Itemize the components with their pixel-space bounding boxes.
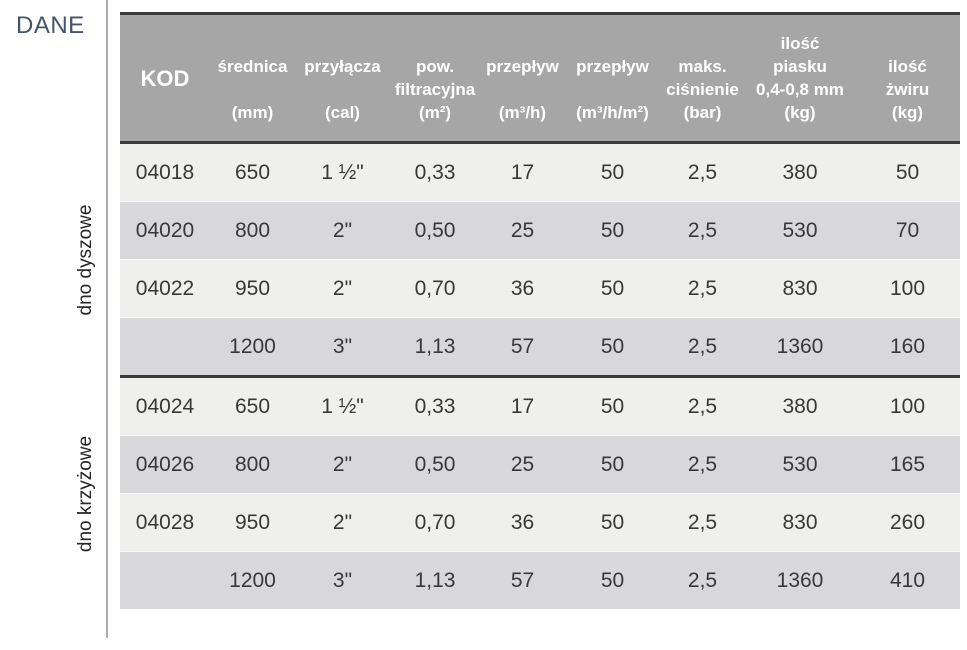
- cell-kod: 04028: [135, 510, 195, 534]
- cell-przylacza: 3": [332, 568, 353, 592]
- cell-ilosc-zwiru: 160: [889, 334, 926, 358]
- cell-srednica: 800: [234, 452, 271, 476]
- cell-przeplyw-m3hm2: 50: [600, 510, 625, 534]
- cell-maks-cisnienie: 2,5: [687, 276, 718, 300]
- col-header-ilosc-zwiru: ilość żwiru (kg): [885, 57, 930, 122]
- cell-pow-filtracyjna: 0,33: [414, 160, 456, 184]
- table-row: 04026 800 2" 0,50 25 50 2,5 530 165: [120, 435, 960, 493]
- cell-kod: 04018: [135, 160, 195, 184]
- cell-srednica: 650: [234, 394, 271, 418]
- cell-maks-cisnienie: 2,5: [687, 218, 718, 242]
- cell-ilosc-zwiru: 100: [889, 276, 926, 300]
- cell-przeplyw-m3h: 17: [510, 394, 535, 418]
- cell-ilosc-piasku: 530: [782, 452, 818, 476]
- cell-przeplyw-m3h: 17: [510, 160, 535, 184]
- cell-ilosc-piasku: 530: [782, 218, 818, 242]
- page-title: DANE: [16, 12, 85, 39]
- cell-przeplyw-m3hm2: 50: [600, 276, 625, 300]
- table-row: 1200 3" 1,13 57 50 2,5 1360 160: [120, 317, 960, 375]
- cell-przeplyw-m3h: 57: [510, 568, 535, 592]
- cell-pow-filtracyjna: 0,70: [414, 276, 456, 300]
- cell-maks-cisnienie: 2,5: [687, 334, 718, 358]
- cell-ilosc-zwiru: 50: [895, 160, 920, 184]
- cell-pow-filtracyjna: 1,13: [414, 334, 456, 358]
- cell-maks-cisnienie: 2,5: [687, 510, 718, 534]
- group-label-dno-krzyzowe: dno krzyżowe: [75, 435, 96, 553]
- group-label-dno-dyszowe: dno dyszowe: [75, 204, 96, 316]
- cell-pow-filtracyjna: 0,33: [414, 394, 456, 418]
- cell-ilosc-zwiru: 260: [889, 510, 926, 534]
- cell-srednica: 1200: [229, 568, 276, 592]
- cell-srednica: 950: [234, 510, 271, 534]
- cell-przylacza: 2": [332, 218, 353, 242]
- group-dno-dyszowe: 04018 650 1 ½" 0,33 17 50 2,5 380 50 040…: [120, 144, 960, 375]
- table-row: 04018 650 1 ½" 0,33 17 50 2,5 380 50: [120, 144, 960, 201]
- cell-przeplyw-m3hm2: 50: [600, 160, 625, 184]
- col-header-przeplyw-m3h: przepływ (m³/h): [486, 57, 559, 122]
- cell-srednica: 650: [234, 160, 271, 184]
- cell-maks-cisnienie: 2,5: [687, 394, 718, 418]
- cell-przylacza: 1 ½": [321, 394, 364, 418]
- cell-ilosc-piasku: 1360: [776, 334, 824, 358]
- cell-ilosc-piasku: 1360: [776, 568, 824, 592]
- cell-ilosc-piasku: 380: [782, 160, 818, 184]
- col-header-przylacza: przyłącza (cal): [304, 57, 381, 122]
- cell-przeplyw-m3h: 57: [510, 334, 535, 358]
- table-header: KOD średnica (mm) przyłącza (cal) pow. filt…: [120, 12, 960, 144]
- cell-przylacza: 2": [332, 452, 353, 476]
- col-header-maks-cisnienie: maks. ciśnienie (bar): [666, 57, 739, 122]
- cell-ilosc-piasku: 830: [782, 276, 818, 300]
- vertical-divider: [106, 0, 108, 638]
- cell-kod: 04022: [135, 276, 195, 300]
- table-row: 04024 650 1 ½" 0,33 17 50 2,5 380 100: [120, 378, 960, 435]
- table-row: 04022 950 2" 0,70 36 50 2,5 830 100: [120, 259, 960, 317]
- col-header-kod: KOD: [140, 65, 190, 91]
- cell-przeplyw-m3h: 25: [510, 218, 535, 242]
- cell-przylacza: 2": [332, 276, 353, 300]
- col-header-przeplyw-m3hm2: przepływ (m³/h/m²): [576, 57, 649, 122]
- cell-maks-cisnienie: 2,5: [687, 452, 718, 476]
- cell-pow-filtracyjna: 0,50: [414, 452, 456, 476]
- cell-srednica: 800: [234, 218, 271, 242]
- cell-przeplyw-m3hm2: 50: [600, 568, 625, 592]
- cell-srednica: 1200: [229, 334, 276, 358]
- group-divider: [120, 375, 960, 378]
- group-dno-krzyzowe: 04024 650 1 ½" 0,33 17 50 2,5 380 100 04…: [120, 378, 960, 609]
- cell-przeplyw-m3h: 36: [510, 276, 535, 300]
- cell-ilosc-piasku: 830: [782, 510, 818, 534]
- cell-przeplyw-m3h: 36: [510, 510, 535, 534]
- cell-maks-cisnienie: 2,5: [687, 160, 718, 184]
- cell-przylacza: 2": [332, 510, 353, 534]
- cell-kod: 04026: [135, 452, 195, 476]
- cell-ilosc-piasku: 380: [782, 394, 818, 418]
- cell-przeplyw-m3hm2: 50: [600, 218, 625, 242]
- cell-przylacza: 3": [332, 334, 353, 358]
- cell-przeplyw-m3hm2: 50: [600, 452, 625, 476]
- cell-pow-filtracyjna: 1,13: [414, 568, 456, 592]
- cell-srednica: 950: [234, 276, 271, 300]
- cell-przylacza: 1 ½": [321, 160, 364, 184]
- col-header-srednica: średnica (mm): [217, 57, 288, 122]
- cell-kod: 04024: [135, 394, 195, 418]
- col-header-pow-filtracyjna: pow. filtracyjna (m²): [394, 57, 476, 122]
- col-header-ilosc-piasku: ilość piasku 0,4-0,8 mm (kg): [756, 34, 844, 122]
- table-row: 04028 950 2" 0,70 36 50 2,5 830 260: [120, 493, 960, 551]
- cell-ilosc-zwiru: 410: [889, 568, 926, 592]
- data-table: KOD średnica (mm) przyłącza (cal) pow. filt…: [120, 12, 960, 609]
- cell-ilosc-zwiru: 165: [889, 452, 926, 476]
- cell-pow-filtracyjna: 0,70: [414, 510, 456, 534]
- table-row: 04020 800 2" 0,50 25 50 2,5 530 70: [120, 201, 960, 259]
- cell-ilosc-zwiru: 100: [889, 394, 926, 418]
- cell-przeplyw-m3hm2: 50: [600, 334, 625, 358]
- cell-ilosc-zwiru: 70: [895, 218, 920, 242]
- cell-maks-cisnienie: 2,5: [687, 568, 718, 592]
- cell-pow-filtracyjna: 0,50: [414, 218, 456, 242]
- cell-przeplyw-m3h: 25: [510, 452, 535, 476]
- cell-przeplyw-m3hm2: 50: [600, 394, 625, 418]
- table-row: 1200 3" 1,13 57 50 2,5 1360 410: [120, 551, 960, 609]
- cell-kod: 04020: [135, 218, 195, 242]
